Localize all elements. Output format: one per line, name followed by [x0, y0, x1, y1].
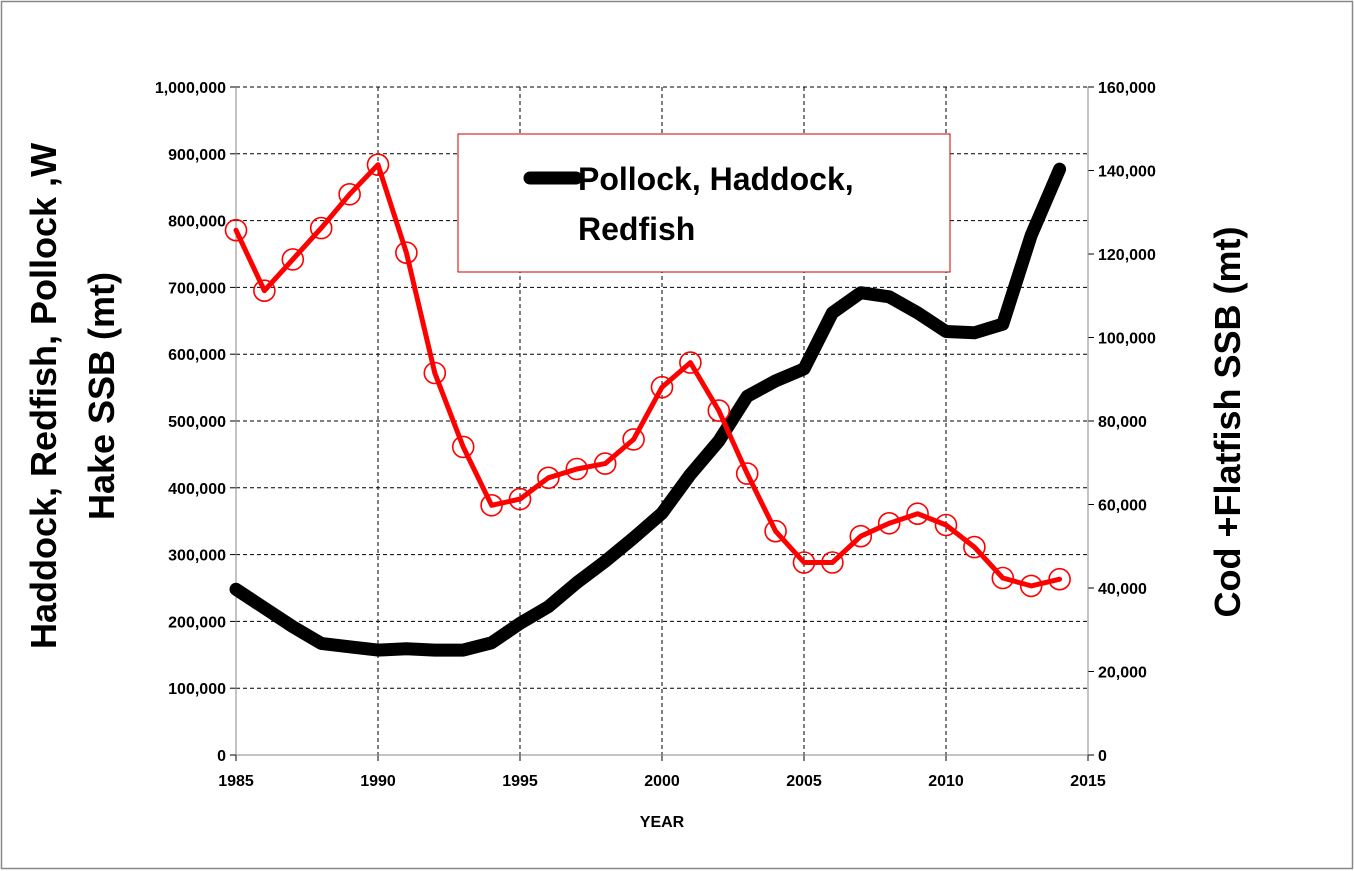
series-point-red — [253, 279, 276, 303]
y-left-tick-label: 800,000 — [168, 214, 226, 231]
x-tick-label: 2010 — [928, 773, 964, 790]
y-left-tick-label: 900,000 — [168, 147, 226, 164]
series-point-red — [281, 248, 305, 271]
series-point-red — [593, 452, 617, 475]
series-point-red — [224, 218, 248, 242]
series-point-red — [1048, 567, 1071, 591]
series-point-red — [707, 399, 731, 422]
y-left-tick-label: 100,000 — [168, 681, 226, 698]
y-right-tick-label: 140,000 — [1098, 164, 1156, 181]
series-point-red — [963, 535, 986, 559]
x-tick-label: 2005 — [786, 773, 822, 790]
series-point-red — [849, 524, 873, 548]
x-tick-label: 2015 — [1070, 773, 1106, 790]
series-point-red — [650, 375, 674, 399]
series-point-red — [338, 183, 361, 206]
series-point-red — [451, 435, 475, 459]
x-axis-title: YEAR — [640, 814, 685, 831]
y-right-tick-label: 80,000 — [1098, 414, 1147, 431]
x-tick-label: 1985 — [218, 773, 254, 790]
x-tick-label: 2000 — [644, 773, 680, 790]
y-left-tick-label: 500,000 — [168, 414, 226, 431]
y-left-tick-label: 1,000,000 — [155, 80, 226, 97]
y-right-tick-label: 100,000 — [1098, 331, 1156, 348]
y-left-tick-label: 300,000 — [168, 548, 226, 565]
series-point-red — [821, 551, 844, 574]
y-right-tick-label: 0 — [1098, 748, 1107, 765]
y-right-tick-label: 120,000 — [1098, 247, 1156, 264]
series-point-red — [537, 466, 560, 490]
y-right-tick-label: 20,000 — [1098, 665, 1147, 682]
series-point-red — [366, 153, 390, 176]
series-point-red — [622, 428, 645, 451]
series-point-red — [735, 462, 759, 485]
series-point-red — [792, 551, 816, 574]
series-point-red — [508, 487, 532, 511]
y-right-tick-label: 160,000 — [1098, 80, 1156, 97]
y-right-tick-label: 40,000 — [1098, 581, 1147, 598]
y-axis-right-title: Cod +Flatfish SSB (mt) — [1207, 226, 1248, 617]
series-line-red — [233, 162, 1063, 589]
legend: Pollock, Haddock, Redfish — [457, 133, 951, 273]
x-tick-label: 1995 — [502, 773, 538, 790]
y-left-tick-label: 600,000 — [168, 347, 226, 364]
series-point-red — [565, 457, 589, 481]
x-tick-label: 1990 — [360, 773, 396, 790]
series-line-black — [229, 162, 1067, 657]
y-left-tick-label: 700,000 — [168, 280, 226, 297]
axes — [230, 86, 1094, 761]
series-point-red — [423, 361, 447, 385]
y-axis-left-title-line1: Haddock, Redfish, Pollock ,W — [23, 143, 64, 649]
series-point-red — [480, 493, 503, 517]
series-point-red — [679, 351, 702, 374]
series-point-red — [877, 511, 901, 535]
series-point-red — [395, 241, 418, 264]
y-left-tick-label: 0 — [217, 748, 226, 765]
series-point-red — [906, 502, 929, 526]
legend-label-line1: Pollock, Haddock, — [578, 161, 854, 197]
tick-labels: 0 100,000 200,000 300,000 400,000 500,000 600,… — [155, 80, 1156, 790]
series-point-red — [764, 519, 787, 543]
y-left-tick-label: 200,000 — [168, 614, 226, 631]
y-left-tick-label: 400,000 — [168, 481, 226, 498]
series-point-red — [309, 216, 333, 240]
series-point-red — [991, 566, 1015, 590]
legend-box — [457, 133, 951, 273]
series-point-red — [934, 513, 958, 537]
legend-label-line2: Redfish — [578, 211, 695, 247]
series-point-red — [1019, 574, 1043, 598]
y-axis-left-title-line2: Hake SSB (mt) — [81, 272, 122, 520]
y-right-tick-label: 60,000 — [1098, 498, 1147, 515]
series-lines — [224, 153, 1071, 657]
